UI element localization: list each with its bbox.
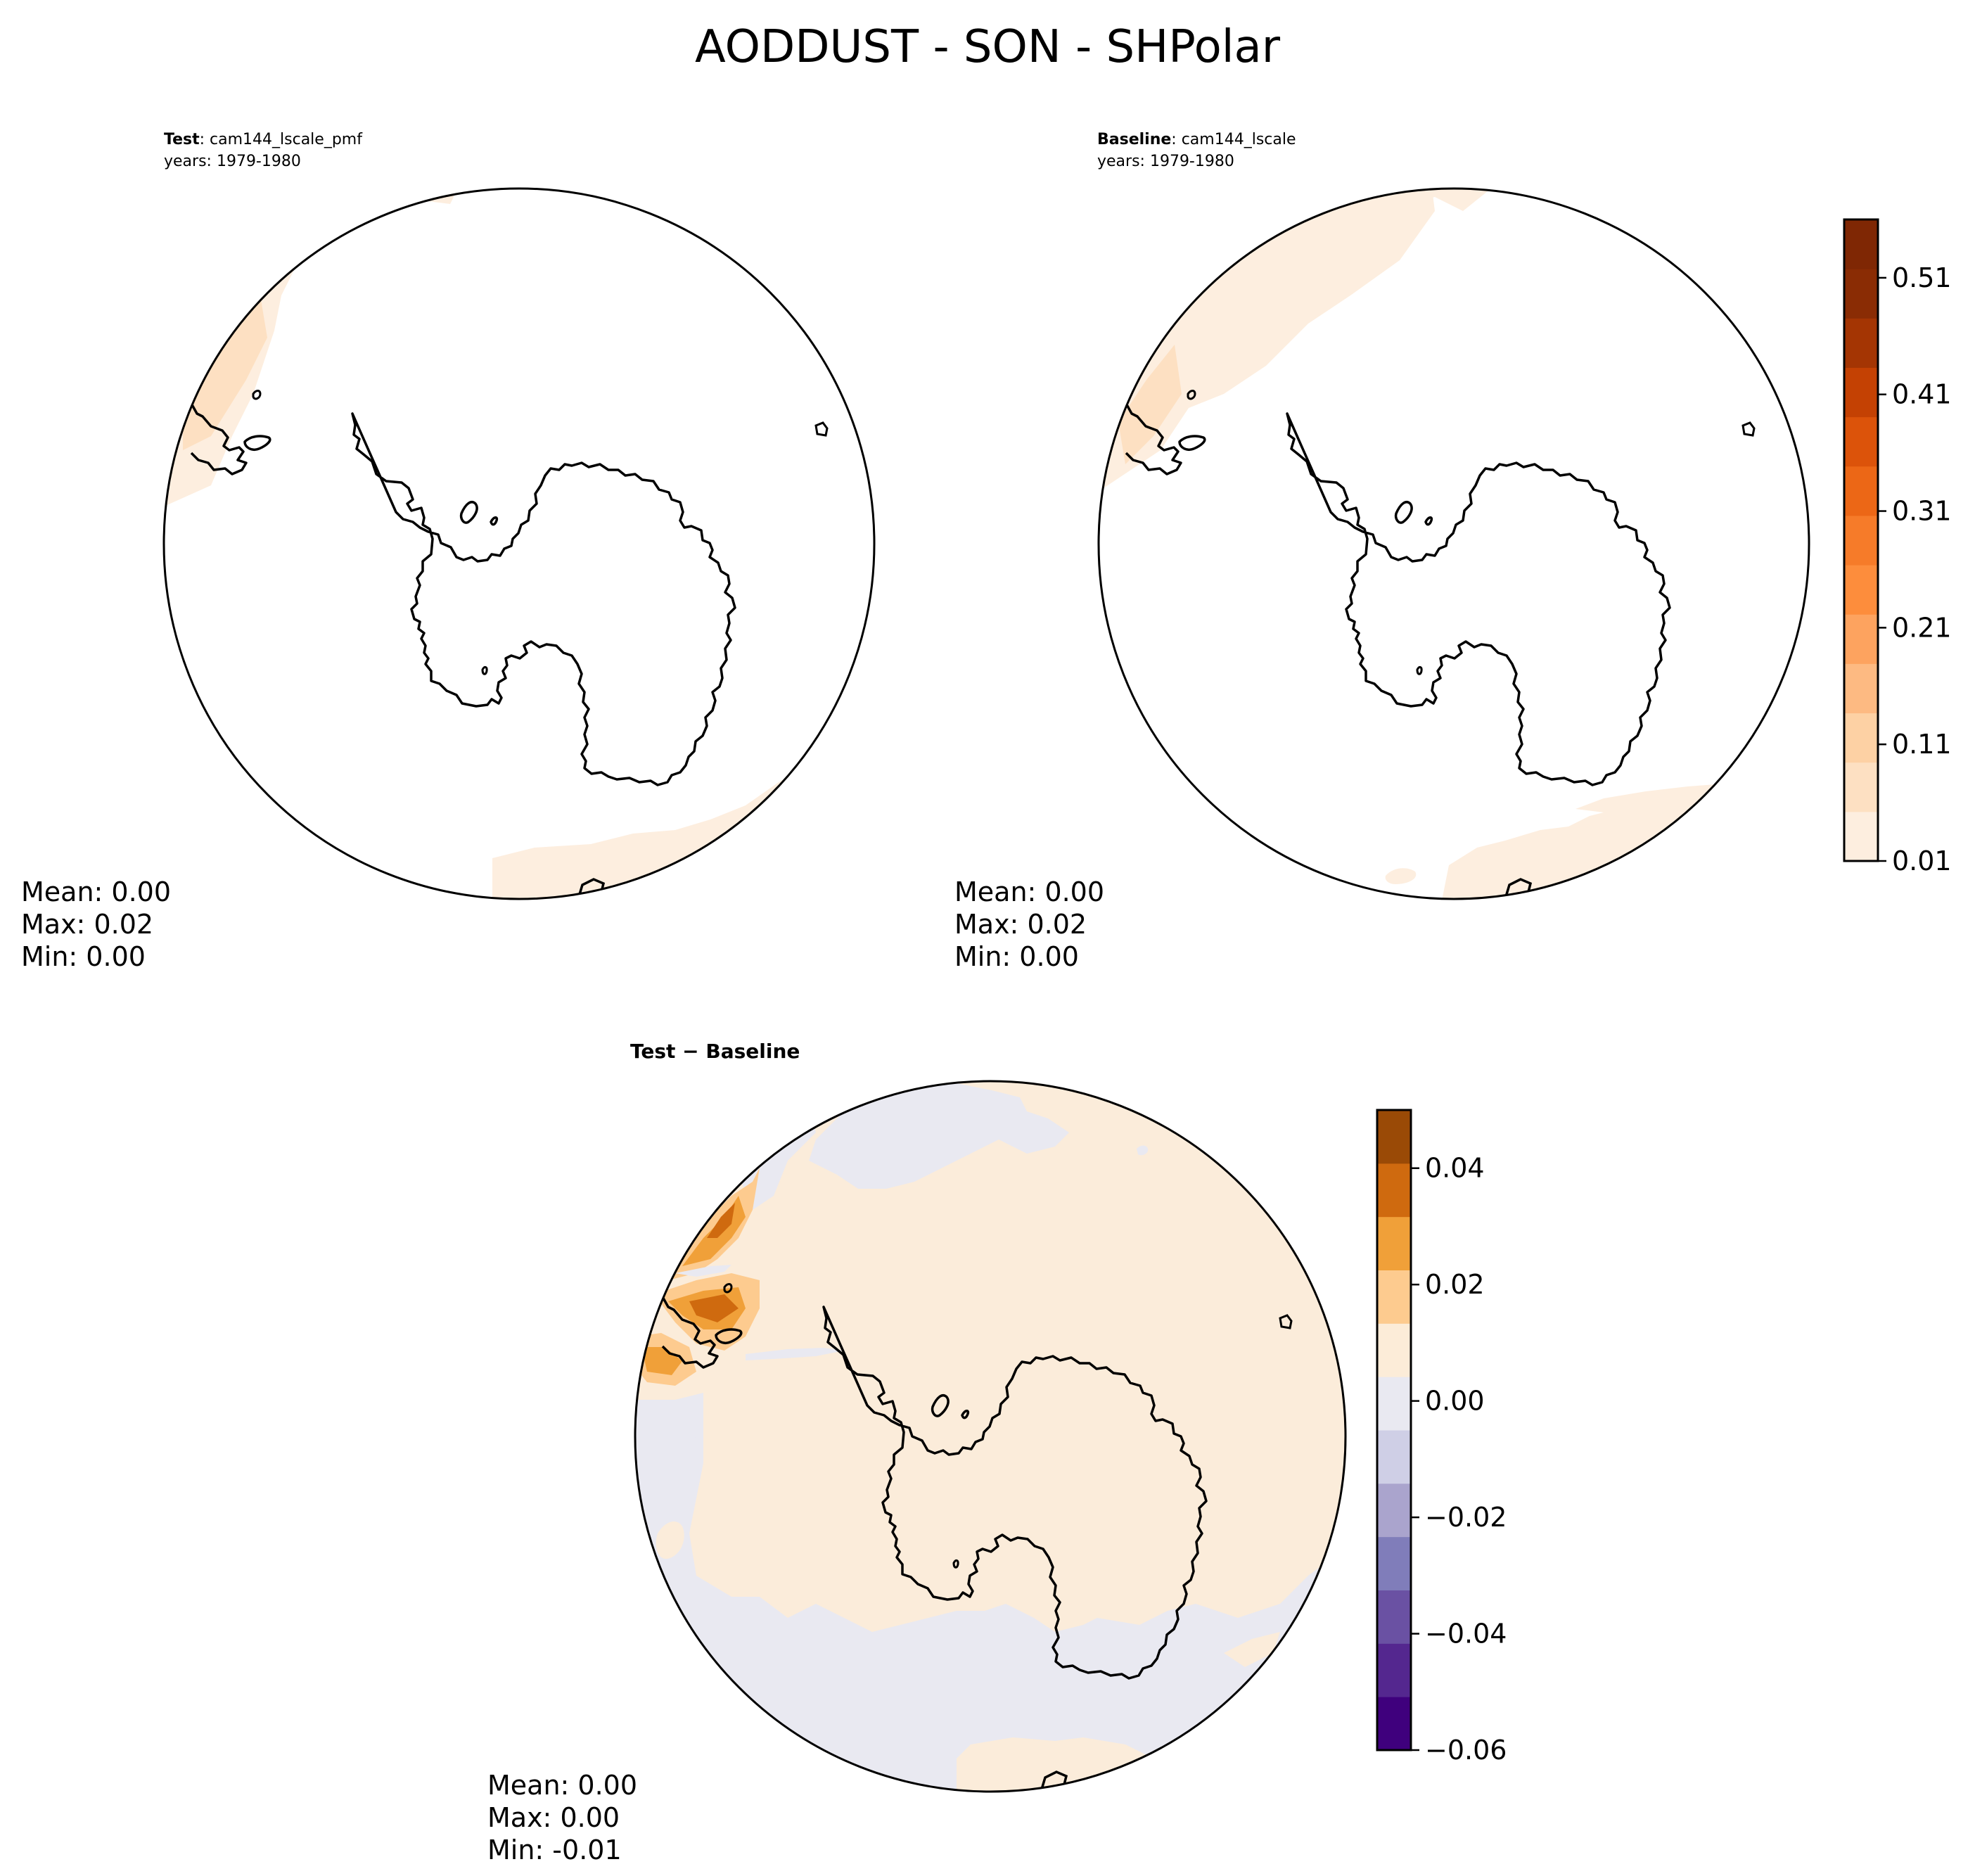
difference-stat-mean: Mean: 0.00 [487,1770,637,1801]
baseline-colorbar-tick-label: 0.31 [1892,496,1952,527]
difference-colorbar-tick-label: −0.02 [1425,1502,1507,1533]
test-plume-west-2 [183,295,267,450]
baseline-island-east [1741,421,1756,437]
difference-negative-west-line [675,1265,731,1277]
baseline-colorbar-segment [1844,663,1878,714]
difference-colorbar-segment [1377,1377,1411,1431]
difference-colorbar-segment [1377,1430,1411,1484]
difference-colorbar-tick-label: −0.06 [1425,1735,1507,1766]
difference-negative-east-dot [1137,1145,1149,1156]
difference-stat-max: Max: 0.00 [487,1802,620,1833]
difference-negative-west-streak [746,1348,844,1360]
difference-colorbar-tick-label: 0.02 [1425,1269,1485,1300]
difference-colorbar-segment [1377,1270,1411,1324]
baseline-plume-south-2 [1575,784,1716,816]
baseline-antarctica-coastline [1286,412,1671,786]
test-map-frame [162,187,876,900]
baseline-colorbar-segment [1844,466,1878,516]
test-stat-min: Min: 0.00 [21,941,146,972]
baseline-colorbar-tick-label: 0.01 [1892,846,1952,876]
difference-negative-southwest [635,1393,1346,1792]
panel-baseline: Baseline: cam144_lscale years: 1979-1980… [954,131,1952,972]
difference-colorbar: −0.06 −0.04 −0.02 0.00 0.02 0.04 [1376,1109,1507,1766]
baseline-colorbar-segment [1844,269,1878,319]
baseline-colorbar-segment [1844,318,1878,368]
figure-title: AODDUST - SON - SHPolar [695,21,1281,73]
baseline-title: Baseline: cam144_lscale [1097,131,1296,148]
baseline-years: years: 1979-1980 [1097,153,1234,170]
difference-colorbar-segment [1377,1536,1411,1590]
difference-colorbar-segment [1377,1643,1411,1697]
difference-island-south [1040,1770,1068,1792]
difference-island-east [1279,1314,1293,1329]
difference-negative-west-dot [688,1427,703,1438]
baseline-stat-mean: Mean: 0.00 [954,876,1104,907]
test-antarctica-coastline [351,412,736,786]
panel-difference: Test − Baseline [487,1040,1507,1865]
test-stat-max: Max: 0.02 [21,909,153,940]
test-title-rest: : cam144_lscale_pmf [200,131,364,148]
baseline-stat-min: Min: 0.00 [954,941,1079,972]
baseline-title-bold: Baseline [1097,131,1171,148]
panel-test: Test: cam144_lscale_pmf years: 1979-1980… [21,131,876,972]
baseline-colorbar-segment [1844,811,1878,862]
difference-negative-north [809,1081,1069,1189]
baseline-island-south [1504,878,1533,899]
baseline-colorbar-segment [1844,614,1878,664]
difference-anomaly-1 [668,1168,760,1280]
baseline-colorbar-segment [1844,762,1878,812]
baseline-colorbar-frame [1843,218,1879,862]
difference-colorbar-segment [1377,1590,1411,1644]
baseline-plume-west-2 [1118,345,1182,464]
baseline-colorbar-tick-label: 0.51 [1892,262,1952,293]
baseline-colorbar-segment [1844,515,1878,566]
difference-colorbar-tick-label: −0.04 [1425,1619,1507,1650]
baseline-map-frame [1097,187,1810,900]
difference-colorbar-segment [1377,1483,1411,1538]
test-plume-west [164,189,461,506]
test-field [164,189,795,899]
baseline-colorbar-segment [1844,416,1878,467]
baseline-plume-south-3 [1385,868,1417,884]
baseline-colorbar-segment [1844,565,1878,615]
difference-positive-southwest-patch [656,1521,684,1559]
difference-stat-min: Min: -0.01 [487,1834,622,1865]
difference-title: Test − Baseline [630,1040,800,1063]
baseline-colorbar-segment [1844,713,1878,763]
test-years: years: 1979-1980 [164,153,301,170]
test-island-east [814,421,829,437]
difference-colorbar-tick-label: 0.04 [1425,1153,1485,1184]
difference-colorbar-segment [1377,1110,1411,1164]
difference-map-frame [634,1080,1347,1793]
baseline-colorbar: 0.01 0.11 0.21 0.31 0.41 0.51 [1843,218,1952,876]
test-title-bold: Test [164,131,200,148]
difference-anomaly-1c [707,1203,735,1238]
baseline-colorbar-segment [1844,219,1878,269]
difference-colorbar-segment [1377,1216,1411,1270]
difference-field [635,1081,1346,1792]
baseline-colorbar-tick-label: 0.41 [1892,379,1952,410]
difference-positive-southeast-patch [1224,1632,1280,1667]
test-stat-mean: Mean: 0.00 [21,876,171,907]
test-island-south [577,878,606,899]
test-title: Test: cam144_lscale_pmf [164,131,363,148]
difference-colorbar-segment [1377,1163,1411,1218]
baseline-colorbar-tick-label: 0.21 [1892,612,1952,643]
difference-colorbar-frame [1376,1109,1412,1751]
baseline-colorbar-tick-label: 0.11 [1892,729,1952,760]
test-plume-south [492,774,795,899]
difference-colorbar-segment [1377,1323,1411,1377]
difference-anomaly-2c [689,1294,739,1322]
difference-colorbar-segment [1377,1697,1411,1751]
baseline-colorbar-segment [1844,367,1878,418]
baseline-title-rest: : cam144_lscale [1171,131,1296,148]
baseline-stat-max: Max: 0.02 [954,909,1087,940]
difference-colorbar-tick-label: 0.00 [1425,1386,1485,1417]
